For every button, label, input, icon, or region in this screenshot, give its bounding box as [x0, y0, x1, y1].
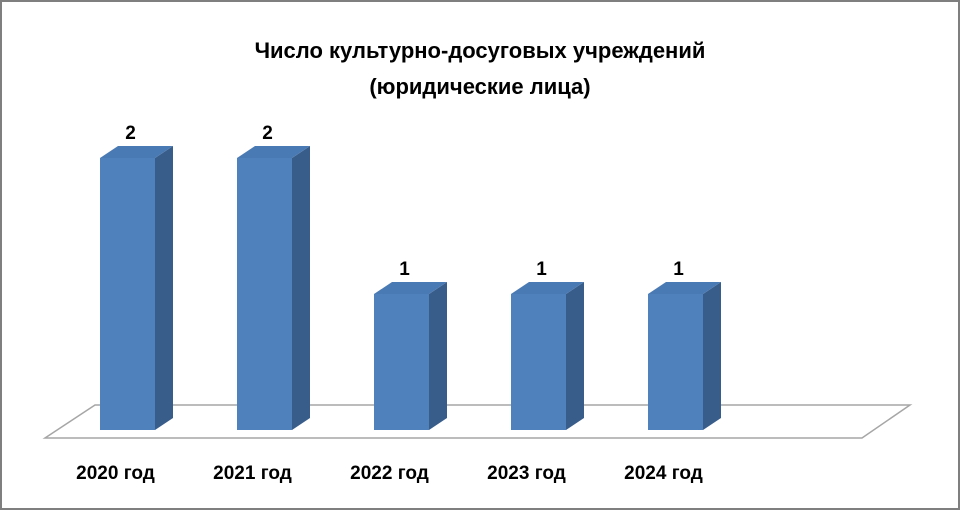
data-label: 2 — [262, 123, 273, 144]
chart-title: (юридические лица) — [369, 74, 590, 99]
x-tick-label: 2020 год — [76, 463, 155, 484]
x-tick-label: 2022 год — [350, 463, 429, 484]
bar-side — [703, 282, 721, 430]
chart-title: Число культурно-досуговых учреждений — [255, 38, 706, 63]
x-tick-label: 2024 год — [624, 463, 703, 484]
data-label: 1 — [673, 259, 684, 280]
bar-side — [292, 146, 310, 430]
bar-side — [429, 282, 447, 430]
bar — [100, 158, 155, 430]
bar-top — [374, 282, 447, 294]
data-label: 2 — [125, 123, 136, 144]
data-label: 1 — [399, 259, 410, 280]
x-tick-label: 2021 год — [213, 463, 292, 484]
bar-top — [237, 146, 310, 158]
x-tick-label: 2023 год — [487, 463, 566, 484]
bar-top — [648, 282, 721, 294]
bar — [374, 294, 429, 430]
bar-top — [100, 146, 173, 158]
bar-top — [511, 282, 584, 294]
bar — [237, 158, 292, 430]
bar-side — [155, 146, 173, 430]
floor — [42, 404, 913, 439]
bar-side — [566, 282, 584, 430]
bar — [648, 294, 703, 430]
data-label: 1 — [536, 259, 547, 280]
bar — [511, 294, 566, 430]
